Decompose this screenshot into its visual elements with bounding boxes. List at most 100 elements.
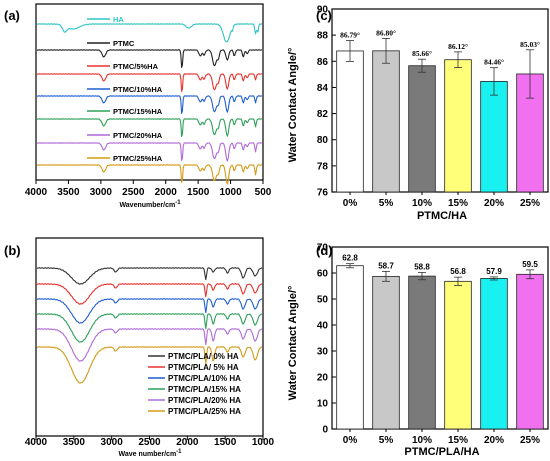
panel-d-y-tick-label: 60 [317,269,329,280]
panel-b-x-tick-label: 3500 [63,437,86,448]
panel-d-bar [372,275,400,430]
panel-c-bar [408,65,436,193]
panel-d-letter: (d) [316,243,333,258]
panel-a-frame [35,3,264,181]
panel-b-x-tick-label: 3000 [101,437,124,448]
panel-b-legend-label: PTMC/PLA/ 5% HA [168,363,239,372]
panel-c-frame [331,8,549,193]
panel-c-x-tick-label: 10% [412,198,432,209]
panel-c-y-tick-label: 86 [317,57,329,68]
panel-a-x-tick-label: 1000 [219,187,242,198]
panel-d-x-tick-label: 25% [520,435,540,446]
panel-b-spectrum-line [36,283,263,305]
panel-d-x-tick-label: 0% [343,435,358,446]
panel-d-y-tick-label: 70 [317,243,329,254]
panel-d-bar [444,280,472,430]
panel-a-letter: (a) [4,8,20,23]
panel-c-value-label: 86.79° [340,31,360,40]
panel-c-y-axis-title: Water Contact Angle/° [287,48,299,163]
panel-b-spectrum-line [36,298,263,324]
panel-a-x-tick-label: 4000 [25,187,48,198]
panel-d-value-label: 58.8 [414,262,430,271]
panel-d-value-label: 58.7 [378,261,394,270]
panel-a-x-tick-label: 1500 [187,187,210,198]
panel-b-spectrum-line [36,313,263,343]
panel-c-x-tick-label: 5% [379,198,394,209]
panel-a-spectrum-line [36,23,263,43]
panel-c-bar [444,59,472,193]
panel-c-x-tick-label: 15% [448,198,468,209]
panel-a-ftir-ptmc-ha: (a) 4000 3500 3000 2500 2000 1500 1000 500 HA PT… [4,3,272,209]
panel-b-x-tick-label: 1500 [214,437,237,448]
panel-a-x-ticks: 4000 3500 3000 2500 2000 1500 1000 500 [25,180,272,198]
panel-c-bar [336,50,364,193]
panel-c-y-tick-label: 76 [317,188,329,199]
panel-c-letter: (c) [316,8,332,23]
panel-c-x-tick-label: 20% [484,198,504,209]
panel-c-y-tick-label: 78 [317,161,329,172]
panel-c-x-axis-title: PTMC/HA [417,210,467,222]
panel-a-spectrum-line [36,95,263,114]
panel-c-plot: 76 78 80 82 84 86 88 90 86.79° 0% 86.80° 5% 85.66° 10… [317,5,549,209]
panel-d-x-tick-label: 15% [448,435,468,446]
panel-d-x-tick-label: 5% [379,435,394,446]
panel-c-x-tick-label: 0% [343,198,358,209]
panel-d-y-tick-label: 30 [317,347,329,358]
panel-a-spectrum-line [36,142,263,162]
panel-d-y-tick-label: 20 [317,373,329,384]
panel-a-series-label: PTMC/25%HA [113,154,163,163]
panel-d-value-label: 56.8 [450,267,466,276]
panel-b-legend: PTMC/PLA/ 0% HA PTMC/PLA/ 5% HA PTMC/PLA/1… [148,352,241,416]
panel-d-frame [331,246,549,430]
panel-c-y-tick-label: 88 [317,31,329,42]
panel-a-series-label: PTMC [113,39,135,48]
panel-a-series-label: PTMC/20%HA [113,131,163,140]
panel-b-legend-label: PTMC/PLA/25% HA [168,407,241,416]
panel-a-series-label: PTMC/10%HA [113,85,163,94]
panel-a-series-label: HA [113,15,124,24]
panel-d-plot: 0 10 20 30 40 50 60 70 62.8 0% 58.7 5% 58.8 10% 56.8 15… [317,243,549,446]
panel-c-y-tick-label: 82 [317,109,329,120]
panel-d-x-tick-label: 10% [412,435,432,446]
panel-a-x-tick-label: 500 [255,187,272,198]
panel-b-legend-label: PTMC/PLA/10% HA [168,374,241,383]
panel-b-legend-label: PTMC/PLA/ 0% HA [168,352,239,361]
panel-d-x-tick-label: 20% [484,435,504,446]
panel-c-value-label: 86.80° [376,28,396,37]
panel-d-contact-angle-ptmc-pla-ha: (d) Water Contact Angle/° 0 10 20 30 40 50 60 7… [287,243,549,458]
panel-b-spectrum-line [36,346,263,384]
panel-a-spectrum-line [36,49,263,68]
panel-a-series-label: PTMC/15%HA [113,107,163,116]
panel-c-value-label: 85.03° [520,40,540,49]
panel-c-value-label: 86.12° [448,42,468,51]
panel-b-ftir-ptmc-pla-ha: (b) 4000 3500 3000 2500 2000 1500 1000 PTMC/PL… [4,237,275,458]
panel-a-series-labels: HA PTMC PTMC/5%HA PTMC/10%HA PTMC/15%HA PTMC/… [87,15,163,163]
panel-b-legend-label: PTMC/PLA/20% HA [168,396,241,405]
panel-b-legend-label: PTMC/PLA/15% HA [168,385,241,394]
panel-b-letter: (b) [4,243,21,258]
panel-d-value-label: 57.9 [486,267,502,276]
panel-d-bar [408,275,436,430]
panel-b-x-ticks: 4000 3500 3000 2500 2000 1500 1000 [25,436,275,448]
panel-b-x-tick-label: 4000 [25,437,48,448]
panel-b-spectra [36,267,263,384]
panel-a-x-tick-label: 3500 [57,187,80,198]
panel-c-y-tick-label: 80 [317,135,329,146]
panel-c-bar [372,50,400,193]
panel-a-x-tick-label: 2500 [122,187,145,198]
panel-d-x-axis-title: PTMC/PLA/HA [404,446,479,458]
panel-d-bar [336,265,364,430]
panel-d-y-axis-title: Water Contact Angle/° [287,286,299,401]
panel-d-bar [516,273,544,430]
panel-d-value-label: 59.5 [522,260,538,269]
panel-c-y-tick-label: 84 [317,83,329,94]
panel-c-contact-angle-ptmc-ha: (c) Water Contact Angle/° 76 78 80 82 84 86 88… [287,5,549,222]
panel-c-x-tick-label: 25% [520,198,540,209]
panel-c-y-tick-label: 90 [317,5,329,16]
panel-a-x-tick-label: 3000 [90,187,113,198]
panel-a-spectrum-line [36,118,263,137]
panel-b-x-tick-label: 2000 [176,437,199,448]
panel-b-x-tick-label: 2500 [138,437,161,448]
panel-d-y-tick-label: 0 [322,425,328,436]
